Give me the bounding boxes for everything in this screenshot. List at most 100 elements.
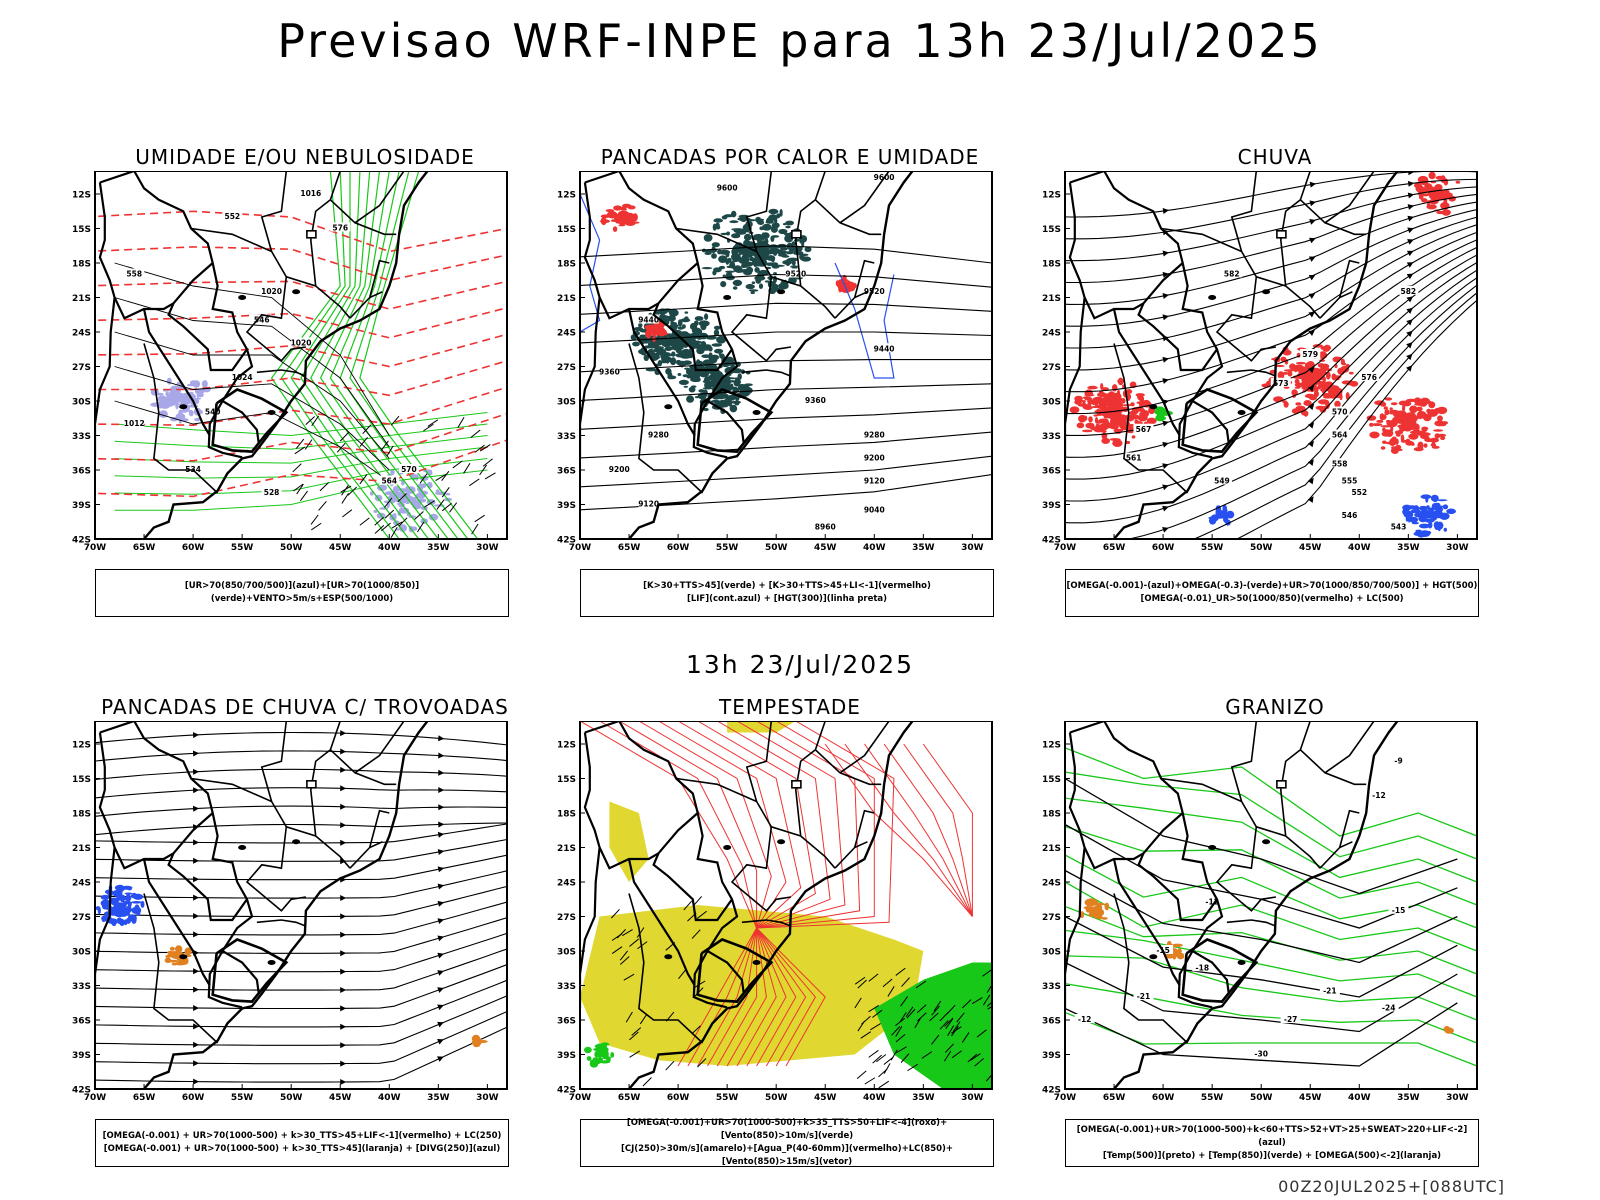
wind-vector — [625, 1011, 633, 1023]
rain-shade-red — [1437, 415, 1443, 422]
streamline-arrow — [1407, 215, 1415, 222]
rain-shade-red — [1443, 210, 1450, 212]
rain-shade-red — [1295, 364, 1304, 370]
lon-tick-label: 60W — [1152, 543, 1175, 553]
rain-shade-red — [1100, 383, 1104, 390]
lif-contour-blue — [580, 193, 601, 333]
instability-shade-green — [776, 249, 785, 255]
border-line — [98, 732, 214, 870]
rain-shade-red — [1396, 430, 1403, 435]
wind-vector — [629, 1031, 639, 1041]
rain-shade-blue — [1438, 506, 1443, 512]
wind-vector — [636, 927, 645, 938]
border-line — [1177, 950, 1213, 1009]
instability-shade-green — [790, 265, 799, 268]
page-title: Previsao WRF-INPE para 13h 23/Jul/2025 — [277, 14, 1323, 68]
lake-mark — [1262, 839, 1271, 845]
rain-shade-red — [1380, 446, 1386, 450]
wind-vector — [982, 968, 992, 977]
border-line — [583, 732, 699, 870]
temp850-contour-green — [1065, 881, 1477, 952]
panel-title: PANCADAS DE CHUVA C/ TROVOADAS — [101, 695, 509, 719]
lon-tick-label: 50W — [280, 1093, 303, 1103]
wind-vector — [986, 983, 992, 994]
wind-vector — [479, 464, 487, 476]
legend-line: [OMEGA(-0.001)+UR>70(1000-500)+k>35_TTS>… — [626, 1118, 948, 1141]
rain-shade-red — [1295, 406, 1300, 412]
border-line — [584, 721, 745, 994]
rain-shade-red — [1442, 194, 1450, 199]
rain-shade-red — [1283, 369, 1295, 372]
lat-tick-label: 18S — [1042, 810, 1061, 820]
wind-vector — [482, 458, 493, 467]
wind-vector — [883, 1063, 891, 1075]
lake-mark — [752, 410, 761, 415]
border-line — [794, 721, 826, 837]
lat-tick-label: 33S — [72, 982, 91, 992]
streamline-arrow — [340, 822, 347, 829]
streamline-red — [755, 721, 895, 1067]
instability-shade-green — [731, 247, 739, 256]
thickness-line-red — [95, 280, 507, 310]
contour-label: 552 — [225, 212, 241, 221]
wind-vector — [441, 502, 452, 512]
humidity-shade-blue — [194, 388, 205, 395]
contour-label: 1024 — [232, 373, 253, 382]
streamline-arrow — [193, 876, 200, 883]
instability-shade-green — [710, 375, 721, 382]
streamline-arrow — [1307, 477, 1314, 485]
rain-shade-red — [1093, 400, 1102, 404]
border-line — [1279, 721, 1311, 837]
streamline-arrow — [192, 787, 200, 794]
instability-shade-green — [698, 372, 704, 376]
rain-shade-red — [1121, 416, 1127, 419]
instability-shade-green — [704, 385, 712, 390]
lon-tick-label: 30W — [476, 1093, 499, 1103]
border-line — [627, 858, 696, 987]
streamline-arrow — [193, 1005, 200, 1011]
pressure-isobar — [114, 297, 390, 448]
instability-shade-red — [617, 218, 622, 224]
instability-shade-red — [631, 221, 640, 224]
frame-border — [579, 721, 993, 1090]
instability-shade-green — [689, 322, 698, 331]
border-line — [368, 259, 390, 298]
lat-tick-label: 30S — [1042, 398, 1061, 408]
wind-vector — [952, 1021, 961, 1032]
humidity-shade-blue — [175, 393, 184, 400]
wind-vector — [943, 1050, 952, 1062]
instability-shade-green — [751, 281, 756, 284]
wind-vector — [300, 490, 308, 502]
lon-tick-label: 55W — [231, 1093, 254, 1103]
streamline-arrow — [1309, 181, 1317, 188]
wind-vector — [390, 415, 400, 426]
rain-shade-red — [1430, 443, 1437, 447]
instability-shade-green — [727, 257, 732, 263]
border-line — [190, 777, 351, 869]
instability-shade-green — [675, 353, 685, 357]
legend-line: [Temp(500)](preto) + [Temp(850)](verde) … — [1102, 1150, 1442, 1161]
lat-tick-label: 30S — [72, 398, 91, 408]
lon-tick-label: 65W — [1103, 1093, 1126, 1103]
rain-shade-blue — [1418, 505, 1428, 511]
instability-shade-green — [686, 395, 695, 403]
contour-label: 546 — [254, 316, 270, 325]
lon-tick-label: 45W — [814, 543, 837, 553]
rain-shade-red — [1085, 406, 1092, 410]
wind-vector — [391, 521, 403, 529]
streamline-arrow — [340, 950, 347, 957]
streamline-red — [755, 721, 875, 1067]
border-line — [260, 171, 288, 252]
contour-label: 570 — [401, 465, 417, 474]
lat-tick-label: 18S — [1042, 260, 1061, 270]
instability-dots-orange — [165, 954, 171, 958]
border-line — [1338, 809, 1360, 848]
lon-tick-label: 50W — [765, 543, 788, 553]
wind-vector — [956, 1012, 965, 1023]
instability-shade-green — [731, 400, 741, 404]
temp850-contour-green — [1065, 747, 1477, 837]
instability-shade-green — [659, 315, 670, 319]
border-line — [260, 721, 288, 802]
instability-shade-green — [712, 223, 717, 231]
humidity-shade-blue — [377, 484, 388, 491]
